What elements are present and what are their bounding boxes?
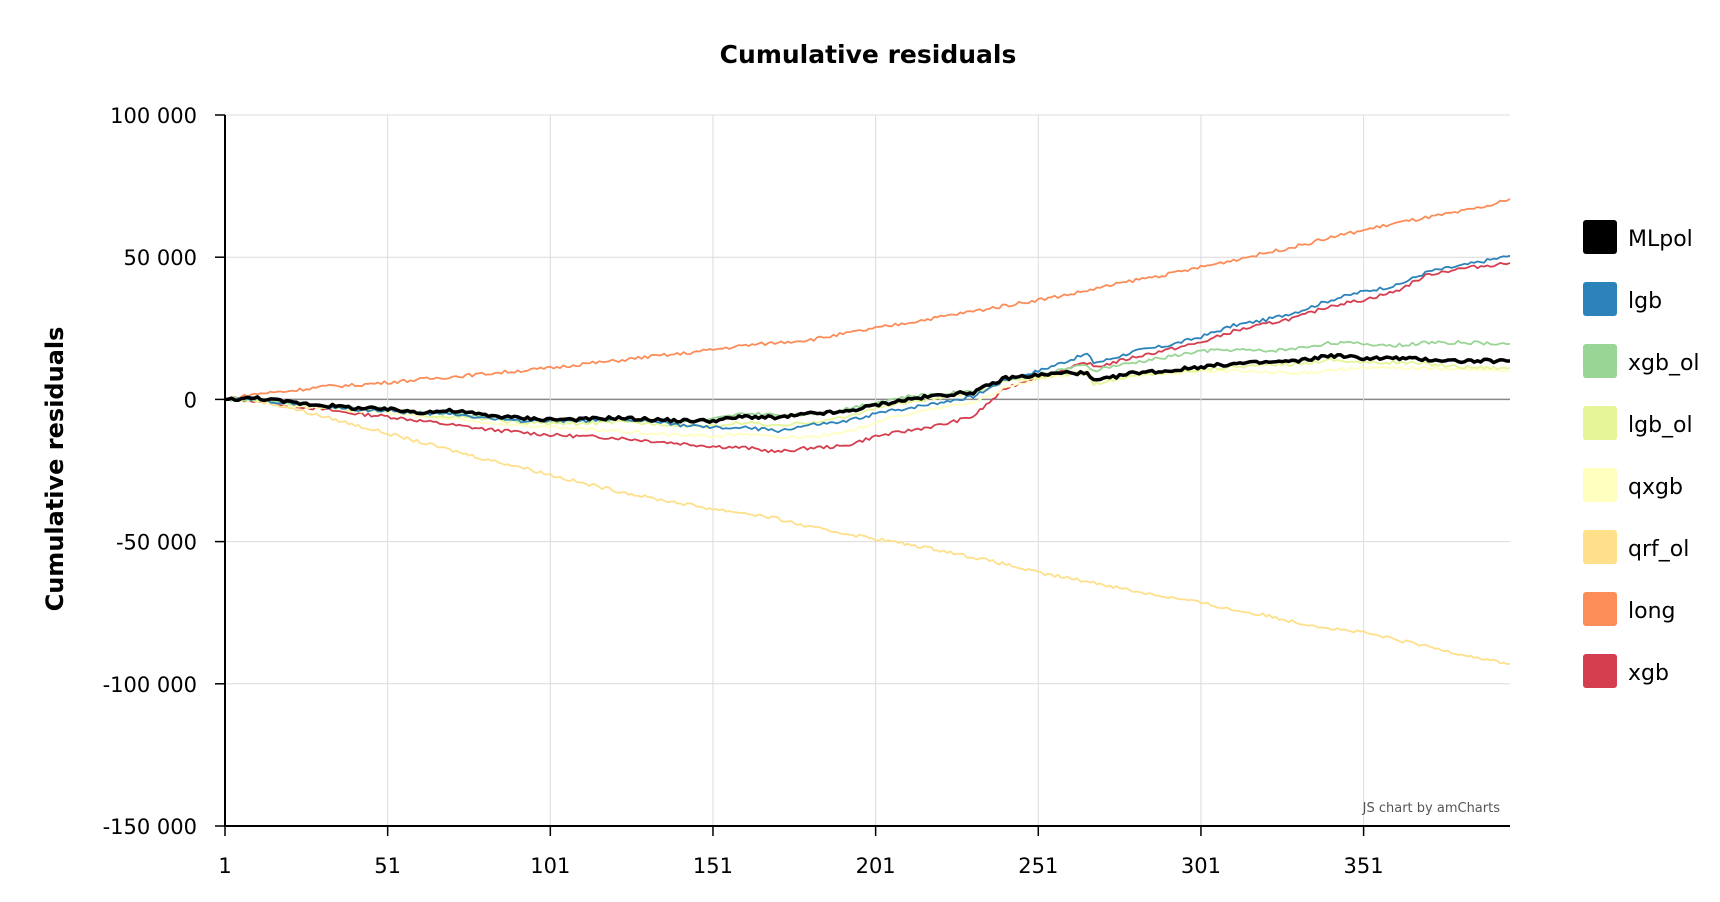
series-line-qrf-ol[interactable]	[224, 398, 1511, 665]
y-tick-label: -50 000	[116, 531, 197, 555]
y-tick-label: 100 000	[110, 104, 197, 128]
series-line-MLpol[interactable]	[224, 353, 1510, 424]
legend-label: lgb_ol	[1628, 413, 1693, 438]
legend-item-qrf-ol[interactable]: qrf_ol	[1583, 530, 1689, 564]
legend-swatch	[1583, 592, 1617, 626]
x-tick-label: 51	[374, 854, 401, 878]
x-tick-label: 1	[218, 854, 231, 878]
x-tick-label: 251	[1018, 854, 1058, 878]
legend-swatch	[1583, 654, 1617, 688]
y-axis-title: Cumulative residuals	[41, 327, 69, 612]
amcharts-credit[interactable]: JS chart by amCharts	[1362, 801, 1501, 816]
y-tick-label: 0	[184, 388, 197, 412]
series-line-qxgb[interactable]	[225, 365, 1511, 440]
x-tick-label: 351	[1344, 854, 1384, 878]
legend-label: long	[1628, 599, 1675, 624]
x-tick-label: 301	[1181, 854, 1221, 878]
y-tick-label: 50 000	[124, 246, 197, 270]
legend-item-MLpol[interactable]: MLpol	[1583, 220, 1693, 254]
series-line-long[interactable]	[224, 198, 1511, 401]
series-line-xgb[interactable]	[224, 261, 1511, 454]
y-tick-label: -150 000	[103, 815, 197, 839]
legend-label: lgb	[1628, 289, 1662, 314]
y-tick-label: -100 000	[103, 673, 197, 697]
legend-item-long[interactable]: long	[1583, 592, 1675, 626]
x-tick-label: 151	[693, 854, 733, 878]
legend-label: xgb_ol	[1628, 351, 1700, 376]
legend-item-xgb-ol[interactable]: xgb_ol	[1583, 344, 1700, 378]
series-lines	[224, 198, 1511, 665]
legend-swatch	[1583, 220, 1617, 254]
legend-label: MLpol	[1628, 227, 1693, 252]
legend-item-xgb[interactable]: xgb	[1583, 654, 1669, 688]
legend-swatch	[1583, 282, 1617, 316]
gridlines	[224, 114, 1510, 827]
legend-swatch	[1583, 406, 1617, 440]
x-tick-label: 101	[530, 854, 570, 878]
x-tick-label: 201	[856, 854, 896, 878]
legend-item-qxgb[interactable]: qxgb	[1583, 468, 1683, 502]
legend-item-lgb[interactable]: lgb	[1583, 282, 1662, 316]
chart-title: Cumulative residuals	[720, 40, 1017, 69]
legend-swatch	[1583, 530, 1617, 564]
legend-label: qxgb	[1628, 475, 1683, 500]
legend-swatch	[1583, 344, 1617, 378]
legend-label: xgb	[1628, 661, 1669, 686]
legend-item-lgb-ol[interactable]: lgb_ol	[1583, 406, 1693, 440]
series-line-lgb-ol[interactable]	[225, 357, 1511, 429]
legend-label: qrf_ol	[1628, 537, 1689, 562]
legend-swatch	[1583, 468, 1617, 502]
series-line-lgb[interactable]	[225, 254, 1511, 434]
